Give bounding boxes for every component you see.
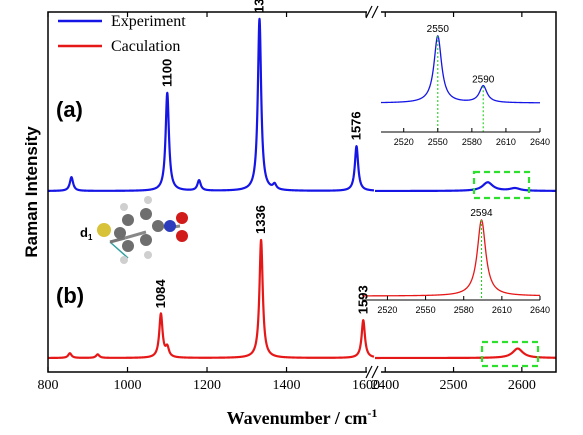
molecule-label: d1 — [80, 225, 93, 242]
inset-x-tick-label: 2610 — [496, 137, 516, 147]
plot-frame — [47, 11, 557, 373]
y-axis-title: Raman Intensity — [22, 126, 41, 258]
axis-break-mark-top — [365, 5, 373, 19]
legend-label: Caculation — [111, 38, 180, 55]
panel-label: (a) — [56, 97, 83, 122]
spectrum-line-experiment — [47, 17, 375, 192]
x-axis-title: Wavenumber / cm-1 — [227, 406, 378, 428]
spectrum-line-caculation-high — [375, 347, 556, 360]
x-tick-label: 2500 — [440, 378, 468, 393]
x-tick-label: 800 — [38, 378, 59, 393]
x-tick-label: 1200 — [193, 378, 221, 393]
inset-x-tick-label: 2550 — [428, 137, 448, 147]
spectra-layer — [47, 17, 556, 360]
axis-break-mark-bottom — [365, 365, 373, 379]
panel-label: (b) — [56, 283, 84, 308]
inset-x-tick-label: 2580 — [462, 137, 482, 147]
x-tick-label: 2400 — [371, 378, 399, 393]
axis-break-gap-bottom — [367, 369, 381, 376]
x-tick-label: 1400 — [273, 378, 301, 393]
inset-peak-label: 2594 — [470, 208, 493, 219]
x-tick-label: 1000 — [114, 378, 142, 393]
inset-x-tick-label: 2550 — [416, 305, 436, 315]
axes-frame — [47, 5, 557, 379]
molecule-icon — [97, 196, 188, 264]
peak-label: 1084 — [153, 279, 168, 309]
x-tick-label: 2600 — [508, 378, 536, 393]
inset-line — [381, 34, 540, 104]
peak-label: 1593 — [355, 285, 370, 314]
inset-x-tick-label: 2640 — [530, 305, 550, 315]
x-tick-label: 1600 — [352, 378, 380, 393]
inset-x-tick-label: 2520 — [394, 137, 414, 147]
insets-layer: 2550 2590 2520 2550 2580 2610 2640 2594 2520 2550… — [362, 24, 550, 315]
inset-x-tick-label: 2520 — [377, 305, 397, 315]
axis-break-mark-bottom — [371, 365, 379, 379]
x-axis-title-superscript: -1 — [367, 406, 377, 420]
inset-x-tick-label: 2640 — [530, 137, 550, 147]
peak-label: 1100 — [159, 59, 174, 87]
inset-x-tick-label: 2610 — [492, 305, 512, 315]
inset-peak-label: 2550 — [427, 24, 450, 35]
peak-label: 1336 — [253, 205, 268, 234]
peak-label: 1332 — [252, 0, 267, 13]
spectrum-line-caculation — [47, 238, 375, 360]
inset-x-tick-label: 2580 — [454, 305, 474, 315]
inset-line — [362, 219, 541, 297]
axis-break-mark-top — [371, 5, 379, 19]
legend-label: Experiment — [111, 13, 186, 30]
spectrum-line-experiment-high — [375, 181, 556, 193]
peak-label: 1576 — [349, 111, 364, 140]
axis-break-gap-top — [367, 9, 381, 16]
inset-peak-label: 2590 — [472, 74, 495, 85]
